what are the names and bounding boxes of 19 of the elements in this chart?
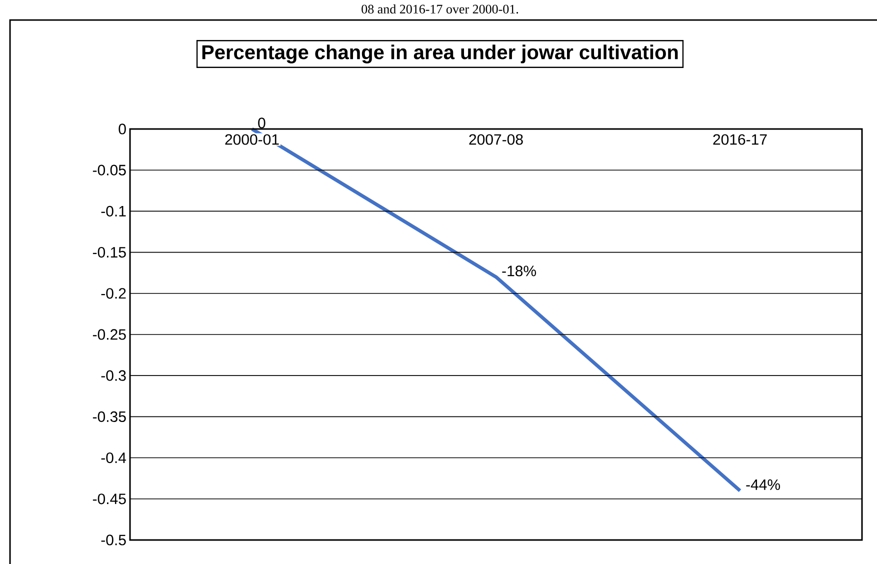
chart-title: Percentage change in area under jowar cultivation xyxy=(202,44,678,64)
data-label: -44% xyxy=(746,479,780,490)
y-tick-label: -0.25 xyxy=(92,329,126,340)
x-tick-label: 2000-01 xyxy=(225,134,279,145)
data-label: 0 xyxy=(258,118,266,128)
y-tick-label: -0.15 xyxy=(92,246,126,258)
y-tick-label: -0.3 xyxy=(101,370,126,381)
x-tick-label: 2016-17 xyxy=(713,134,767,145)
y-tick-label: 0 xyxy=(118,124,126,134)
y-tick-label: -0.5 xyxy=(101,534,126,546)
y-tick-label: -0.1 xyxy=(101,206,126,216)
y-tick-label: -0.45 xyxy=(92,494,126,504)
text: 08 and 2016-17 over 2000-01. xyxy=(362,4,518,14)
y-tick-label: -0.05 xyxy=(92,164,126,176)
x-tick-label: 2007-08 xyxy=(469,134,523,145)
y-tick-label: -0.35 xyxy=(92,411,126,422)
data-label: -18% xyxy=(502,266,536,276)
y-tick-label: -0.2 xyxy=(101,288,126,299)
y-tick-label: -0.4 xyxy=(101,452,126,464)
